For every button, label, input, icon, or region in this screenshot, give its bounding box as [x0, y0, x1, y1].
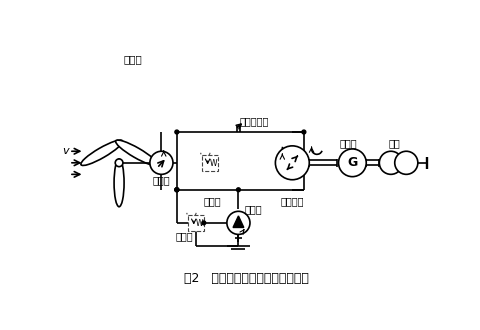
Text: 发电机: 发电机 — [339, 139, 357, 148]
Ellipse shape — [115, 140, 157, 165]
Circle shape — [175, 188, 179, 192]
Ellipse shape — [81, 140, 122, 165]
Circle shape — [379, 151, 402, 174]
Circle shape — [275, 146, 309, 180]
Text: 电网: 电网 — [387, 139, 399, 148]
Text: 图2   液压型风力发电机组原理简图: 图2 液压型风力发电机组原理简图 — [183, 272, 308, 285]
Circle shape — [301, 130, 305, 134]
Text: 溢流阀: 溢流阀 — [175, 231, 193, 241]
Polygon shape — [232, 216, 243, 227]
Circle shape — [338, 149, 365, 177]
Text: 比例节流阀: 比例节流阀 — [239, 116, 268, 126]
Text: W: W — [196, 219, 203, 228]
Circle shape — [227, 211, 250, 234]
Text: 风力机: 风力机 — [123, 54, 142, 64]
Circle shape — [202, 221, 205, 225]
Text: W: W — [210, 159, 217, 168]
Circle shape — [394, 151, 417, 174]
Circle shape — [150, 151, 173, 174]
Bar — [188, 215, 204, 231]
Circle shape — [175, 188, 179, 192]
Text: $v$: $v$ — [61, 146, 70, 156]
Circle shape — [115, 159, 123, 167]
Text: 补油泵: 补油泵 — [244, 204, 262, 214]
Circle shape — [236, 188, 240, 192]
Text: 变量马达: 变量马达 — [280, 196, 303, 206]
Circle shape — [175, 188, 179, 192]
Text: 定量泵: 定量泵 — [152, 176, 170, 185]
Circle shape — [175, 130, 179, 134]
Text: 安全阀: 安全阀 — [203, 196, 221, 206]
Ellipse shape — [114, 159, 124, 207]
Text: G: G — [347, 156, 357, 169]
Bar — [202, 155, 217, 171]
